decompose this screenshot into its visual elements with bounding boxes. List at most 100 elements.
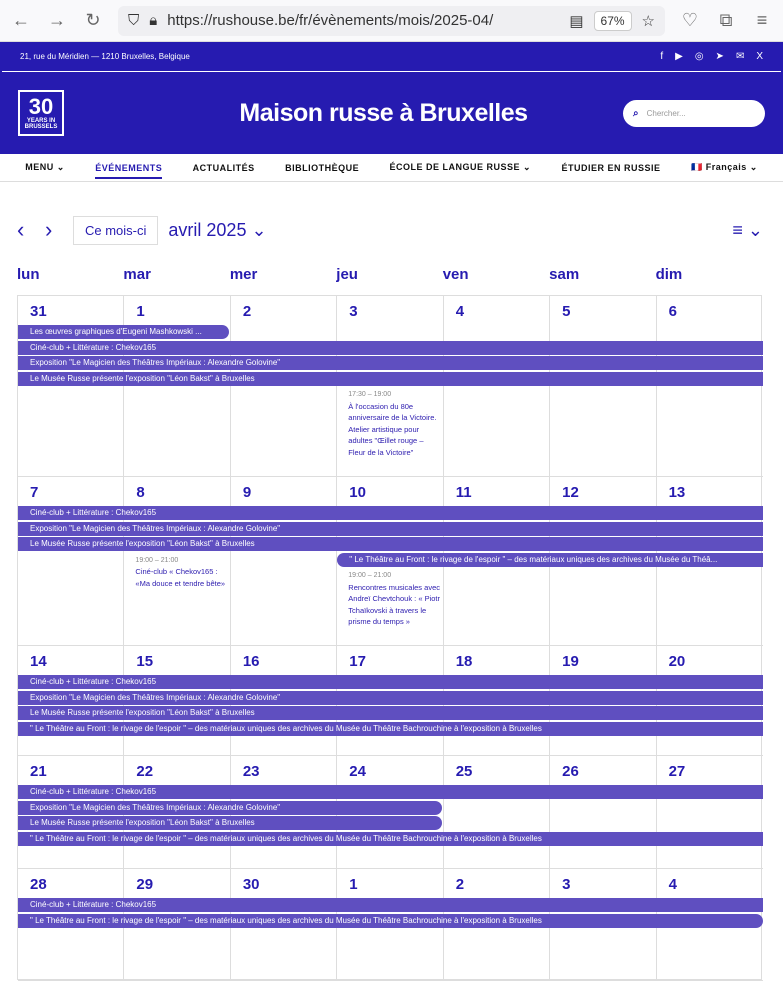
- day-number[interactable]: 5: [562, 303, 571, 320]
- view-selector[interactable]: ≡ ⌄: [732, 219, 763, 240]
- day-cell[interactable]: 20: [656, 646, 763, 756]
- day-number[interactable]: 29: [136, 876, 154, 893]
- day-cell[interactable]: 26: [550, 756, 657, 869]
- day-cell[interactable]: 4: [656, 869, 763, 981]
- nav-item[interactable]: ÉTUDIER EN RUSSIE: [561, 162, 661, 173]
- day-number[interactable]: 16: [242, 653, 260, 670]
- url-bar[interactable]: ⛉ 🔒︎ https://rushouse.be/fr/évènements/m…: [118, 5, 665, 36]
- event-bar[interactable]: Le Musée Russe présente l'exposition "Lé…: [18, 371, 763, 386]
- day-number[interactable]: 26: [562, 763, 579, 780]
- day-number[interactable]: 27: [668, 763, 686, 780]
- timed-event[interactable]: 19:00 – 21:00 Rencontres musicales avec A…: [348, 570, 440, 628]
- this-month-button[interactable]: Ce mois-ci: [73, 215, 159, 245]
- nav-item[interactable]: 🇫🇷 Français ⌄: [691, 162, 758, 172]
- day-cell[interactable]: 5: [550, 296, 657, 477]
- day-cell[interactable]: 9: [230, 477, 338, 646]
- telegram-icon[interactable]: ➤: [715, 51, 724, 62]
- bookmark-star-icon[interactable]: ☆: [641, 12, 655, 30]
- event-bar[interactable]: Les œuvres graphiques d'Eugeni Mashkowsk…: [18, 325, 229, 339]
- event-bar[interactable]: Exposition "Le Magicien des Théâtres Imp…: [18, 690, 763, 705]
- forward-icon[interactable]: →: [48, 10, 66, 30]
- mail-icon[interactable]: ✉: [735, 51, 745, 62]
- day-number[interactable]: 3: [562, 876, 571, 893]
- day-number[interactable]: 13: [668, 484, 686, 501]
- event-bar[interactable]: Ciné-club + Littérature : Chekov165: [18, 675, 763, 689]
- app-menu-icon[interactable]: ≡: [756, 10, 768, 30]
- day-number[interactable]: 23: [242, 763, 260, 780]
- day-cell[interactable]: 25: [443, 756, 551, 869]
- day-cell[interactable]: 2: [230, 296, 338, 477]
- event-bar[interactable]: Exposition "Le Magicien des Théâtres Imp…: [18, 356, 763, 371]
- event-title[interactable]: Rencontres musicales avec Andreï Chevtch…: [348, 582, 440, 627]
- back-icon[interactable]: ←: [12, 10, 30, 30]
- nav-item[interactable]: MENU ⌄: [25, 162, 65, 172]
- day-number[interactable]: 11: [455, 484, 472, 501]
- search-input[interactable]: ⌕ Chercher...: [622, 99, 765, 127]
- day-number[interactable]: 8: [136, 484, 145, 501]
- event-bar[interactable]: " Le Théâtre au Front : le rivage de l'e…: [337, 552, 763, 567]
- day-number[interactable]: 21: [30, 763, 47, 780]
- site-title[interactable]: Maison russe à Bruxelles: [239, 98, 528, 127]
- prev-month-button[interactable]: ‹: [17, 217, 25, 242]
- day-number[interactable]: 30: [242, 876, 260, 893]
- day-cell[interactable]: 4: [443, 296, 551, 477]
- reload-icon[interactable]: ↻: [85, 10, 101, 30]
- day-number[interactable]: 1: [136, 303, 145, 320]
- day-number[interactable]: 10: [349, 484, 366, 501]
- day-number[interactable]: 17: [349, 653, 366, 670]
- nav-item[interactable]: ACTUALITÉS: [192, 162, 255, 173]
- day-number[interactable]: 31: [30, 303, 47, 320]
- day-cell[interactable]: 7: [18, 477, 125, 646]
- day-cell[interactable]: 31: [18, 296, 125, 477]
- youtube-icon[interactable]: ▶: [675, 51, 683, 62]
- day-number[interactable]: 14: [30, 653, 47, 670]
- nav-item[interactable]: ÉVÉNEMENTS: [95, 163, 163, 179]
- day-number[interactable]: 12: [562, 484, 579, 501]
- day-number[interactable]: 2: [242, 303, 252, 320]
- day-cell[interactable]: 8: [124, 477, 231, 646]
- day-number[interactable]: 20: [668, 653, 686, 670]
- x-icon[interactable]: X: [756, 51, 763, 62]
- day-cell[interactable]: 27: [656, 756, 763, 869]
- day-number[interactable]: 18: [455, 653, 473, 670]
- nav-item[interactable]: BIBLIOTHÈQUE: [285, 162, 360, 173]
- day-number[interactable]: 3: [349, 303, 358, 320]
- event-bar[interactable]: Exposition "Le Magicien des Théâtres Imp…: [18, 521, 763, 536]
- timed-event[interactable]: 17:30 – 19:00 À l'occasion du 80e anniver…: [348, 389, 440, 458]
- day-number[interactable]: 2: [455, 876, 465, 893]
- event-bar[interactable]: " Le Théâtre au Front : le rivage de l'e…: [18, 913, 763, 928]
- day-number[interactable]: 25: [455, 763, 473, 780]
- pocket-icon[interactable]: ♡: [681, 10, 699, 30]
- next-month-button[interactable]: ›: [45, 217, 53, 242]
- instagram-icon[interactable]: ◎: [694, 51, 704, 62]
- day-number[interactable]: 28: [30, 876, 47, 893]
- event-bar[interactable]: " Le Théâtre au Front : le rivage de l'e…: [18, 831, 763, 846]
- facebook-icon[interactable]: f: [660, 51, 664, 62]
- day-number[interactable]: 7: [30, 484, 39, 501]
- day-number[interactable]: 19: [562, 653, 579, 670]
- nav-item[interactable]: ÉCOLE DE LANGUE RUSSE ⌄: [389, 162, 532, 172]
- day-cell[interactable]: 24: [337, 756, 444, 869]
- event-bar[interactable]: Ciné-club + Littérature : Chekov165: [18, 898, 763, 912]
- day-number[interactable]: 6: [668, 303, 677, 320]
- day-number[interactable]: 4: [455, 303, 465, 320]
- extensions-icon[interactable]: ⧉: [719, 10, 733, 30]
- day-number[interactable]: 24: [349, 763, 366, 780]
- day-number[interactable]: 1: [349, 876, 358, 893]
- day-cell[interactable]: 13: [656, 477, 763, 646]
- day-cell[interactable]: 6: [656, 296, 763, 477]
- day-number[interactable]: 9: [242, 484, 252, 501]
- event-bar[interactable]: Ciné-club + Littérature : Chekov165: [18, 340, 763, 355]
- event-bar[interactable]: Le Musée Russe présente l'exposition "Lé…: [18, 816, 442, 831]
- event-bar[interactable]: Le Musée Russe présente l'exposition "Lé…: [18, 537, 763, 552]
- day-number[interactable]: 22: [136, 763, 154, 780]
- event-bar[interactable]: Ciné-club + Littérature : Chekov165: [18, 506, 763, 520]
- day-number[interactable]: 15: [136, 653, 154, 670]
- day-cell[interactable]: 3: [337, 296, 444, 477]
- event-bar[interactable]: Exposition "Le Magicien des Théâtres Imp…: [18, 800, 442, 815]
- logo[interactable]: 30 YEARS IN BRUSSELS: [18, 90, 64, 136]
- event-bar[interactable]: Ciné-club + Littérature : Chekov165: [18, 785, 763, 799]
- reader-icon[interactable]: ▤: [569, 12, 584, 30]
- zoom-level[interactable]: 67%: [593, 10, 632, 31]
- event-bar[interactable]: " Le Théâtre au Front : le rivage de l'e…: [18, 721, 763, 736]
